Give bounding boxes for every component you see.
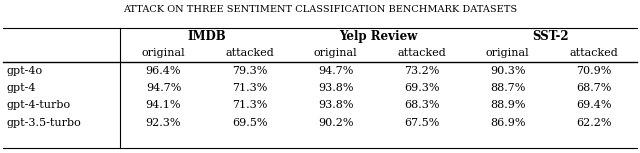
Text: 92.3%: 92.3%: [146, 118, 181, 127]
Text: 94.7%: 94.7%: [318, 66, 353, 76]
Text: 70.9%: 70.9%: [576, 66, 611, 76]
Text: 79.3%: 79.3%: [232, 66, 267, 76]
Text: 71.3%: 71.3%: [232, 100, 267, 110]
Text: gpt-4: gpt-4: [6, 83, 36, 93]
Text: gpt-4o: gpt-4o: [6, 66, 42, 76]
Text: gpt-4-turbo: gpt-4-turbo: [6, 100, 70, 110]
Text: gpt-3.5-turbo: gpt-3.5-turbo: [6, 118, 81, 127]
Text: 96.4%: 96.4%: [146, 66, 181, 76]
Text: 69.5%: 69.5%: [232, 118, 268, 127]
Text: 88.7%: 88.7%: [490, 83, 525, 93]
Text: 88.9%: 88.9%: [490, 100, 525, 110]
Text: 93.8%: 93.8%: [318, 100, 353, 110]
Text: SST-2: SST-2: [532, 30, 569, 43]
Text: attacked: attacked: [397, 49, 446, 58]
Text: 69.3%: 69.3%: [404, 83, 440, 93]
Text: 90.3%: 90.3%: [490, 66, 525, 76]
Text: attacked: attacked: [570, 49, 618, 58]
Text: 93.8%: 93.8%: [318, 83, 353, 93]
Text: 68.3%: 68.3%: [404, 100, 440, 110]
Text: attacked: attacked: [225, 49, 274, 58]
Text: original: original: [486, 49, 529, 58]
Text: 94.1%: 94.1%: [146, 100, 181, 110]
Text: 73.2%: 73.2%: [404, 66, 439, 76]
Text: IMDB: IMDB: [187, 30, 226, 43]
Text: original: original: [141, 49, 185, 58]
Text: 68.7%: 68.7%: [576, 83, 611, 93]
Text: 90.2%: 90.2%: [318, 118, 353, 127]
Text: 67.5%: 67.5%: [404, 118, 439, 127]
Text: Yelp Review: Yelp Review: [339, 30, 418, 43]
Text: 86.9%: 86.9%: [490, 118, 525, 127]
Text: 94.7%: 94.7%: [146, 83, 181, 93]
Text: 69.4%: 69.4%: [576, 100, 611, 110]
Text: ATTACK ON THREE SENTIMENT CLASSIFICATION BENCHMARK DATASETS: ATTACK ON THREE SENTIMENT CLASSIFICATION…: [123, 5, 517, 14]
Text: 71.3%: 71.3%: [232, 83, 267, 93]
Text: original: original: [314, 49, 357, 58]
Text: 62.2%: 62.2%: [576, 118, 611, 127]
